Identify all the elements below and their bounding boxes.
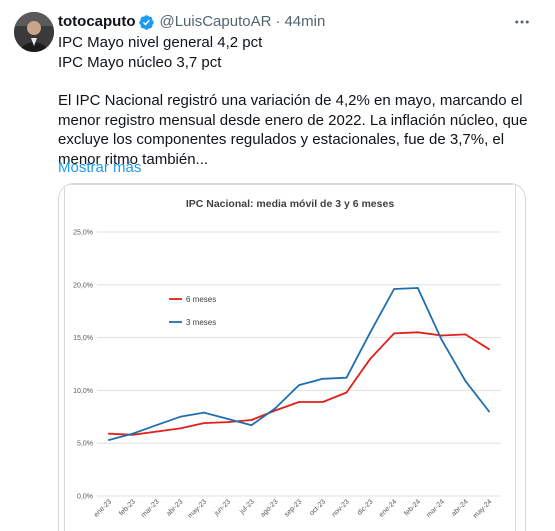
show-more-link[interactable]: Mostrar más [58,159,142,176]
x-tick-label: may-23 [187,498,209,520]
separator-dot: · [275,13,281,30]
x-tick-label: jun-23 [213,498,232,517]
x-tick-label: feb-24 [403,498,422,517]
data-point [393,288,395,290]
data-point [274,407,277,410]
y-tick-label: 10,0% [73,388,93,395]
x-tick-label: sep-23 [283,498,303,518]
data-point [250,419,253,421]
avatar[interactable] [14,12,54,52]
x-tick-label: ene-23 [93,498,113,518]
data-point [488,410,491,413]
x-tick-label: may-24 [472,498,494,520]
data-point [203,422,205,425]
data-point [298,401,300,403]
data-point [179,427,182,430]
y-tick-label: 25,0% [73,230,93,237]
data-point [369,357,372,360]
data-point [179,415,182,418]
data-point [226,418,229,420]
tweet-text: IPC Mayo nivel general 4,2 pct IPC Mayo … [58,33,538,169]
x-tick-label: abr-24 [451,498,470,517]
x-tick-label: jul-23 [238,498,256,516]
data-point [416,331,419,334]
legend-label: 3 meses [186,318,216,327]
avatar-image [14,12,54,52]
tweet-body: El IPC Nacional registró una variación d… [58,92,528,168]
data-point [488,348,491,351]
data-point [107,439,110,441]
data-point [298,384,300,387]
x-tick-label: feb-23 [118,498,137,517]
data-point [345,376,348,379]
tweet-line: IPC Mayo núcleo 3,7 pct [58,53,222,71]
x-tick-label: ene-24 [378,498,398,518]
chart-title: IPC Nacional: media móvil de 3 y 6 meses [185,198,395,210]
line-chart: 0,0% 5,0% 10,0% 15,0% 20,0% 25,0% ene-23 feb-23… [73,230,501,520]
x-tick-label: mar-24 [425,498,446,519]
x-tick-label: mar-23 [140,498,161,519]
y-tick-label: 15,0% [73,335,93,342]
data-point [321,401,324,403]
y-tick-label: 5,0% [77,441,93,448]
data-point [440,338,443,341]
x-tick-label: oct-23 [308,498,327,517]
x-tick-label: abr-23 [165,498,184,517]
author-handle[interactable]: @LuisCaputoAR [159,13,272,30]
data-point [369,331,372,334]
data-point [345,391,348,394]
data-point [226,421,229,423]
data-point [393,332,395,335]
chart-image: IPC Nacional: media móvil de 3 y 6 meses… [64,184,516,531]
data-point [250,424,253,427]
data-point [131,432,134,435]
data-point [440,334,443,337]
data-point [464,379,467,382]
tweet-header: totocaputo @LuisCaputoAR · 44min [58,12,325,32]
x-tick-label: ago-23 [259,498,279,518]
author-name[interactable]: totocaputo [58,13,136,30]
timestamp[interactable]: 44min [284,13,326,30]
verified-badge-icon [138,14,155,31]
data-point [321,377,324,380]
y-tick-label: 0,0% [77,494,93,501]
y-tick-label: 20,0% [73,282,93,289]
series-line [108,287,490,441]
data-point [203,411,205,414]
more-options-icon[interactable] [511,12,533,32]
tweet-media[interactable]: IPC Nacional: media móvil de 3 y 6 meses… [58,183,526,531]
data-point [274,409,277,412]
legend-label: 6 meses [186,295,216,304]
data-point [155,424,158,427]
tweet-line: IPC Mayo nivel general 4,2 pct [58,34,263,51]
x-tick-label: nov-23 [331,498,351,518]
x-tick-label: dic-23 [356,498,375,517]
series-line [108,331,490,436]
data-point [155,430,158,433]
data-point [416,287,419,289]
data-point [107,432,110,435]
data-point [464,333,467,336]
